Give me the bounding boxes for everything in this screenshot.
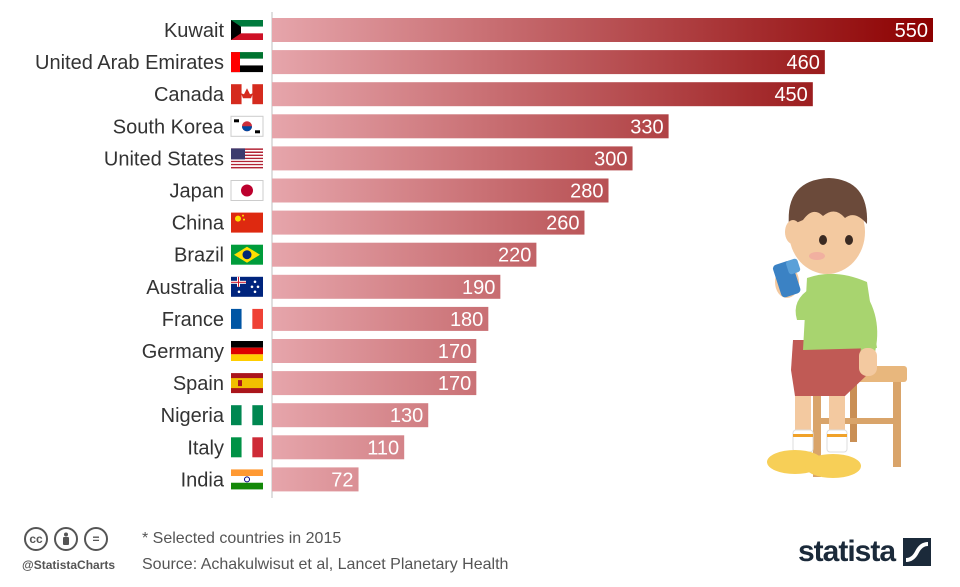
bar (272, 18, 933, 42)
flag-uae-icon (231, 52, 263, 73)
bar (272, 114, 669, 139)
value-label: 220 (498, 245, 531, 267)
category-label: Spain (173, 373, 224, 395)
flag-kuwait-icon (231, 20, 263, 40)
license-icons: cc = (24, 527, 108, 551)
bar (272, 467, 359, 492)
bar (272, 146, 633, 171)
flag-south-korea-icon (230, 115, 264, 137)
no-derivatives-icon: = (84, 527, 108, 551)
flag-spain-icon (231, 373, 263, 394)
flag-australia-icon (231, 276, 263, 297)
value-label: 170 (438, 341, 471, 363)
value-label: 330 (630, 116, 663, 138)
value-label: 460 (786, 52, 819, 74)
statista-logo: statista (798, 535, 932, 569)
bar (272, 306, 489, 331)
bar (272, 242, 537, 267)
bar (272, 178, 609, 203)
value-label: 130 (390, 405, 423, 427)
bar (272, 371, 477, 396)
flag-italy-icon (231, 437, 263, 458)
category-label: Germany (142, 341, 224, 363)
flag-france-icon (231, 308, 263, 329)
bar (272, 210, 585, 235)
brand-name: statista (798, 535, 896, 568)
category-label: India (181, 469, 225, 491)
category-label: Canada (154, 84, 225, 106)
value-label: 300 (594, 148, 627, 170)
category-label: Brazil (174, 245, 224, 267)
bar (272, 82, 813, 107)
category-label: United States (104, 148, 224, 170)
flag-india-icon (231, 469, 263, 490)
category-label: South Korea (113, 116, 225, 138)
bar (272, 274, 501, 299)
statista-logo-icon (903, 538, 932, 566)
bar (272, 339, 477, 363)
bar-chart: Kuwait 550 United Arab Emirates 460 Canada 45… (35, 12, 933, 498)
flag-united-states-icon (231, 148, 263, 169)
bar (272, 435, 405, 460)
category-label: Italy (187, 437, 224, 459)
child-with-inhaler-illustration (767, 178, 907, 478)
flag-nigeria-icon (231, 405, 263, 426)
flag-germany-icon (231, 341, 263, 361)
value-label: 170 (438, 373, 471, 395)
value-label: 260 (546, 213, 579, 235)
cc-icon: cc (24, 527, 48, 551)
value-label: 280 (570, 181, 603, 203)
category-label: United Arab Emirates (35, 52, 224, 74)
category-label: Japan (170, 181, 225, 203)
category-label: Australia (146, 277, 225, 299)
value-label: 110 (367, 437, 399, 459)
source-note: Source: Achakulwisut et al, Lancet Plane… (142, 556, 509, 573)
category-label: China (172, 213, 225, 235)
attribution-icon (54, 527, 78, 551)
category-label: France (162, 309, 224, 331)
twitter-handle: @StatistaCharts (22, 558, 116, 572)
category-label: Kuwait (164, 20, 224, 42)
flag-japan-icon (230, 180, 264, 201)
footnote: * Selected countries in 2015 (142, 530, 342, 547)
bar (272, 403, 429, 428)
value-label: 550 (895, 20, 928, 42)
value-label: 72 (331, 469, 353, 491)
flag-canada-icon (231, 84, 263, 105)
category-label: Nigeria (161, 405, 225, 427)
flag-china-icon (231, 212, 263, 233)
flag-brazil-icon (231, 244, 263, 265)
bar (272, 50, 825, 75)
value-label: 190 (462, 277, 495, 299)
value-label: 180 (450, 309, 483, 331)
value-label: 450 (774, 84, 807, 106)
